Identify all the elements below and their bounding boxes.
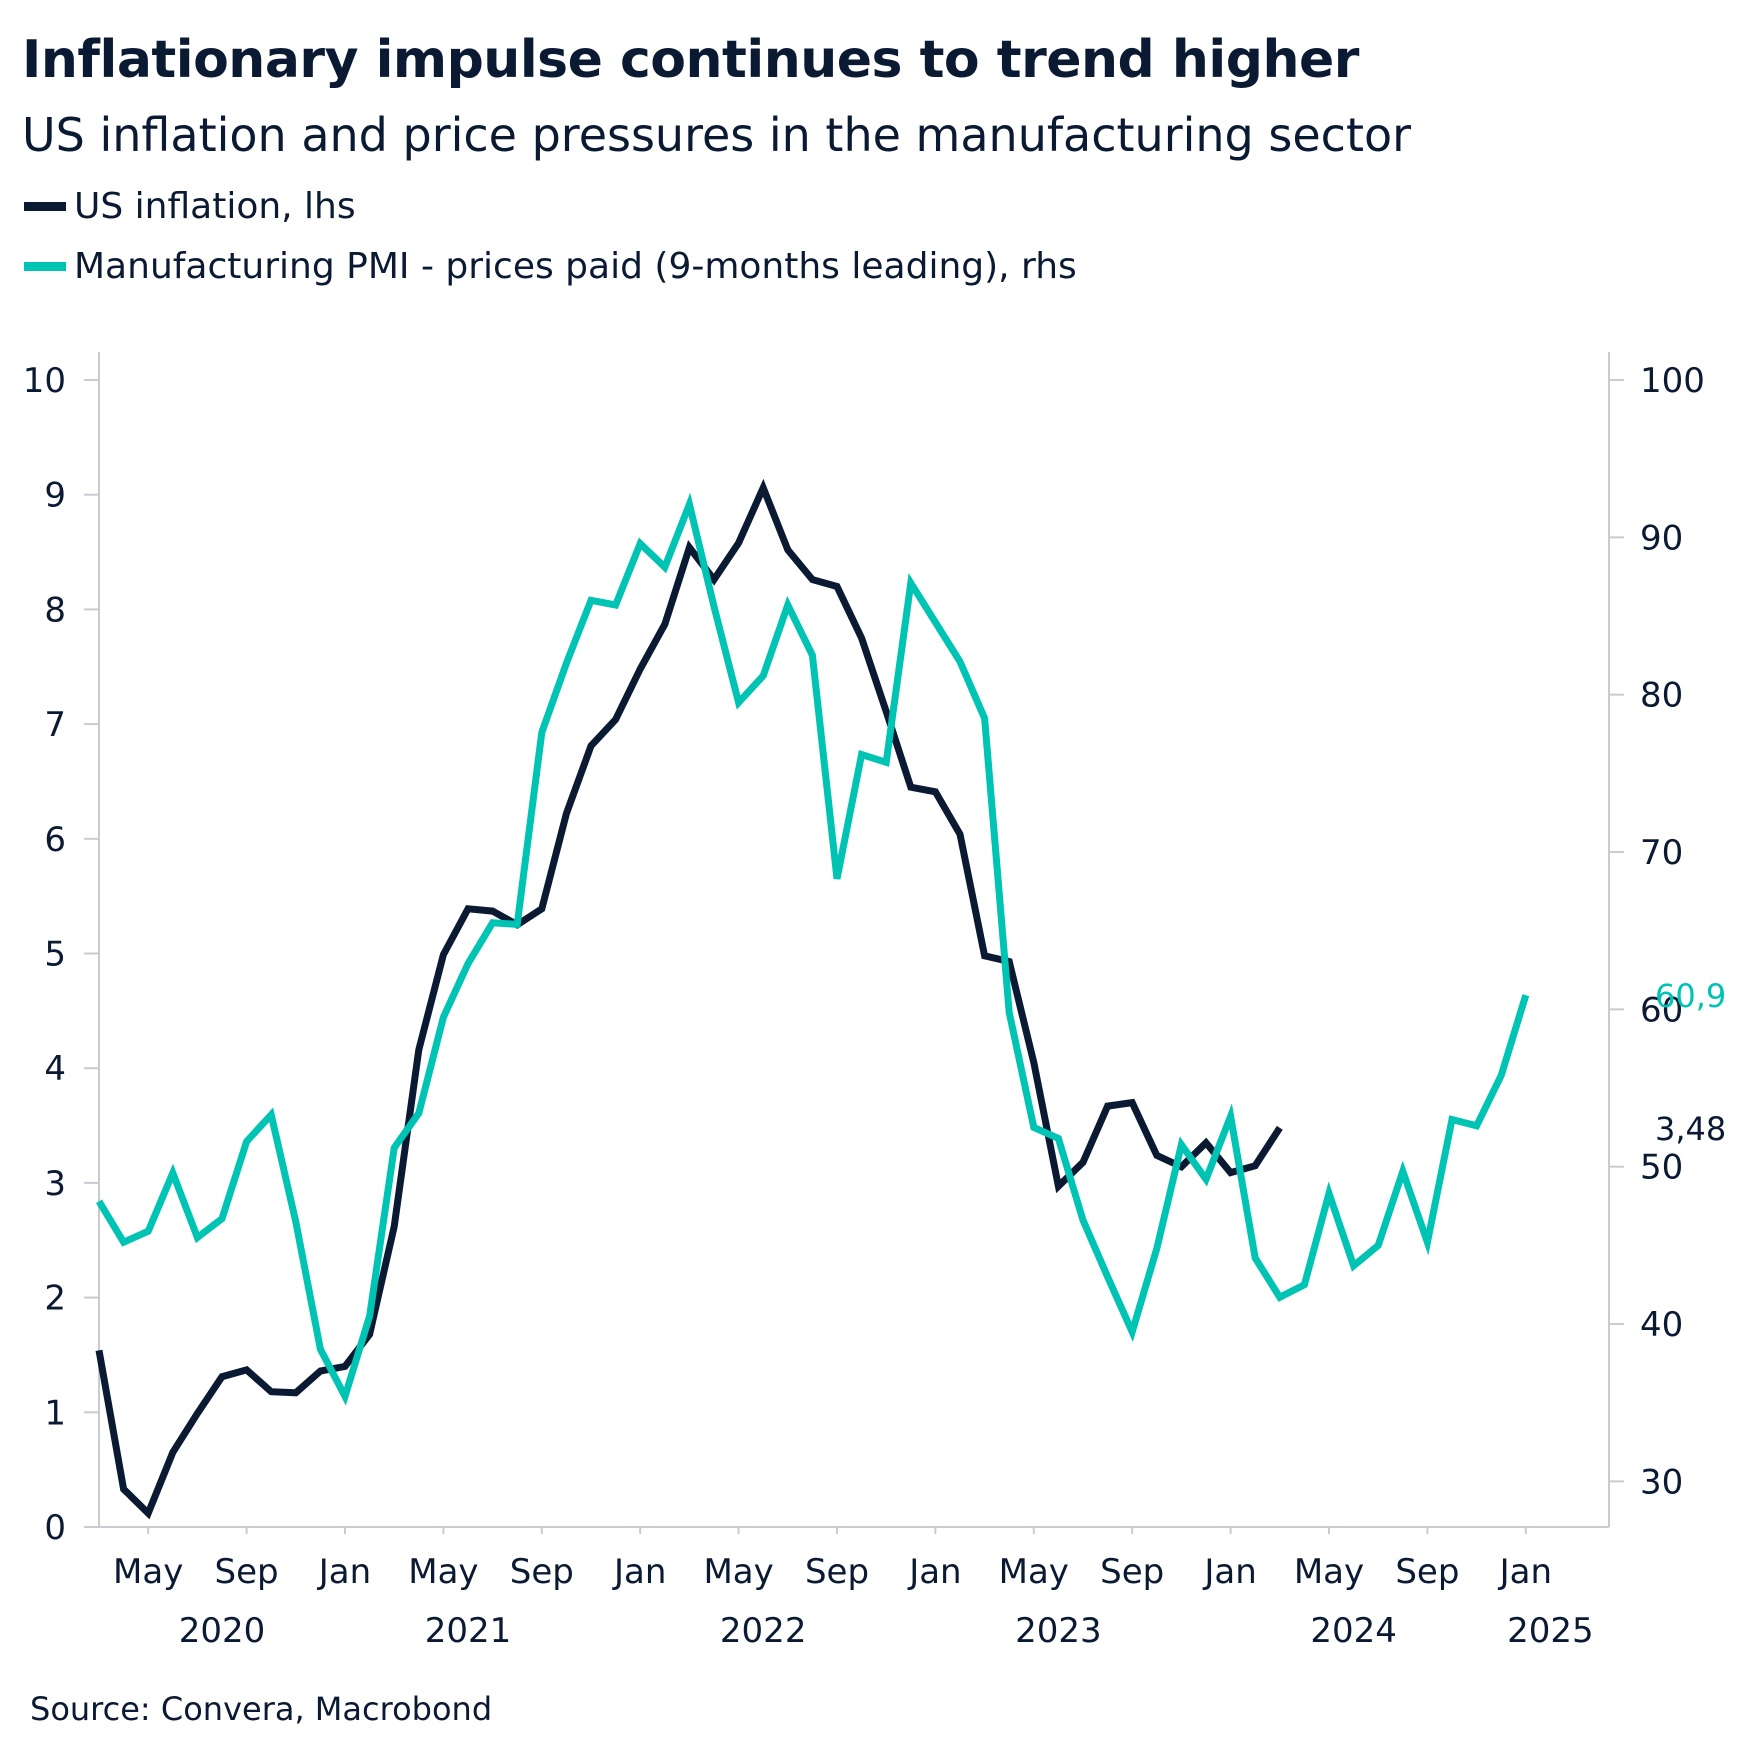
right-axis-tick-label: 40 — [1640, 1305, 1683, 1345]
chart-subtitle: US inflation and price pressures in the … — [22, 108, 1412, 162]
legend-swatch-pmi-prices-paid — [24, 262, 66, 271]
right-axis-tick-label: 70 — [1640, 833, 1683, 873]
left-axis-tick-label: 4 — [44, 1049, 66, 1089]
right-axis-tick-label: 90 — [1640, 518, 1683, 558]
x-axis-month-label: Jan — [907, 1552, 961, 1592]
left-axis-tick-label: 3 — [44, 1164, 66, 1204]
right-axis-tick-label: 50 — [1640, 1148, 1683, 1188]
left-axis-tick-label: 2 — [44, 1279, 66, 1319]
x-axis-year-label: 2025 — [1507, 1611, 1594, 1651]
x-axis-year-label: 2022 — [720, 1611, 807, 1651]
x-axis-month-label: Jan — [612, 1552, 666, 1592]
series-line-us-inflation — [95, 478, 1283, 1520]
legend-entry-pmi-prices-paid: Manufacturing PMI - prices paid (9-month… — [24, 246, 1077, 287]
x-axis-month-label: Sep — [1395, 1552, 1459, 1592]
x-axis-year-label: 2021 — [425, 1611, 512, 1651]
left-axis-tick-label: 1 — [44, 1393, 66, 1433]
x-axis-month-label: May — [703, 1552, 773, 1592]
right-axis-tick-label: 80 — [1640, 676, 1683, 716]
chart-title: Inflationary impulse continues to trend … — [22, 30, 1359, 90]
left-axis-tick-label: 8 — [44, 590, 66, 630]
x-axis-month-label: May — [1294, 1552, 1364, 1592]
x-axis-year-label: 2024 — [1310, 1611, 1397, 1651]
x-axis-year-label: 2023 — [1015, 1611, 1102, 1651]
left-axis-tick-label: 6 — [44, 820, 66, 860]
legend-swatch-us-inflation — [24, 202, 66, 211]
x-axis-month-label: Jan — [1202, 1552, 1256, 1592]
left-axis-tick-label: 10 — [23, 361, 66, 401]
x-axis-month-label: Sep — [510, 1552, 574, 1592]
left-axis-tick-label: 7 — [44, 705, 66, 745]
legend-label-us-inflation: US inflation, lhs — [74, 186, 356, 227]
series-line-pmi-prices-paid — [96, 492, 1530, 1406]
x-axis-month-label: Jan — [317, 1552, 371, 1592]
legend-label-pmi-prices-paid: Manufacturing PMI - prices paid (9-month… — [74, 246, 1077, 287]
x-axis-month-label: Sep — [1100, 1552, 1164, 1592]
x-axis-month-label: Sep — [215, 1552, 279, 1592]
last-value-label-pmi-prices-paid: 60,9 — [1655, 977, 1726, 1015]
x-axis-month-label: May — [999, 1552, 1069, 1592]
last-value-label-us-inflation: 3,48 — [1655, 1110, 1726, 1148]
x-axis-month-label: Sep — [805, 1552, 869, 1592]
right-axis-tick-label: 30 — [1640, 1462, 1683, 1502]
left-axis-tick-label: 0 — [44, 1508, 66, 1548]
right-axis-tick-label: 100 — [1640, 361, 1705, 401]
left-axis-tick-label: 5 — [44, 935, 66, 975]
left-axis-tick-label: 9 — [44, 476, 66, 516]
x-axis-month-label: May — [408, 1552, 478, 1592]
right-axis-tick-label: 60 — [1640, 990, 1683, 1030]
x-axis-month-label: Jan — [1498, 1552, 1552, 1592]
x-axis-year-label: 2020 — [179, 1611, 266, 1651]
chart-source: Source: Convera, Macrobond — [30, 1690, 493, 1728]
x-axis-month-label: May — [113, 1552, 183, 1592]
legend-entry-us-inflation: US inflation, lhs — [24, 186, 356, 227]
